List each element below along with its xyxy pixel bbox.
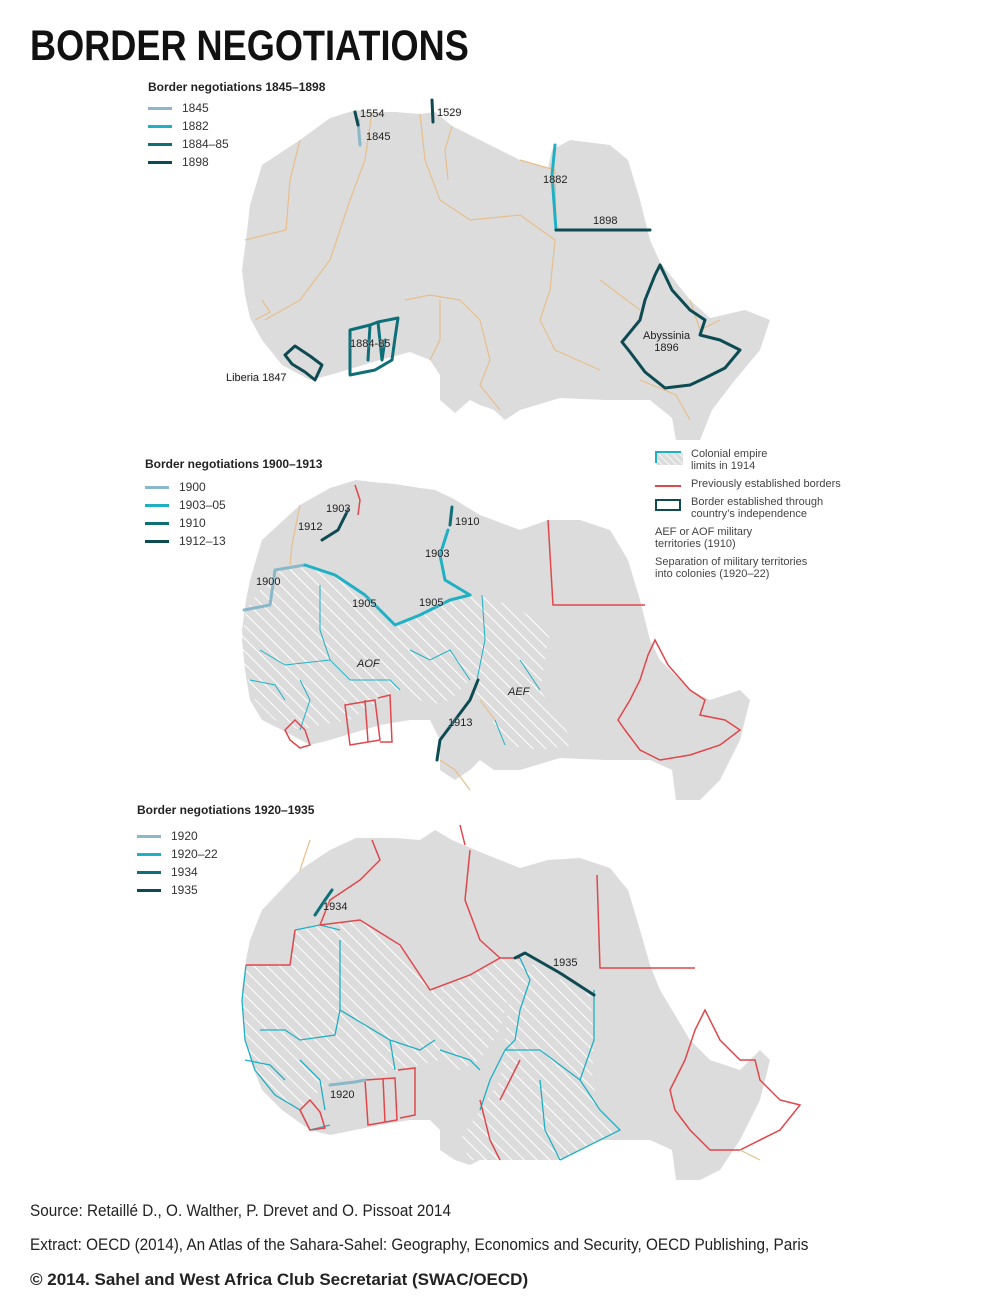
- key-item: Border established through country’s ind…: [655, 496, 895, 520]
- map-1920-1935: [241, 824, 802, 1180]
- border-1882: [550, 143, 558, 232]
- internal-boundaries: [249, 585, 541, 746]
- map-label: 1910: [455, 516, 480, 528]
- border-1935: [513, 951, 596, 997]
- previous-borders: [284, 484, 742, 761]
- border-abyssinia: [620, 263, 742, 390]
- map-label: 1912: [298, 521, 323, 533]
- border-1903: [438, 528, 472, 597]
- aof-territory: [242, 920, 520, 1110]
- aef-territory: [460, 958, 620, 1160]
- legend-item: 1935: [137, 881, 218, 899]
- border-1554: [353, 110, 360, 127]
- map-label: 1905: [352, 598, 377, 610]
- border-1920: [328, 1078, 367, 1087]
- map-label: 1934: [323, 901, 348, 913]
- border-liberia: [283, 344, 324, 382]
- border-1884-85: [348, 316, 400, 377]
- legend-item: 1920–22: [137, 845, 218, 863]
- map-label: 1554: [360, 108, 385, 120]
- map-label: 1913: [448, 717, 473, 729]
- key-item: Separation of military territories into …: [655, 451, 895, 580]
- legend-item: 1912–13: [145, 532, 226, 550]
- legend-item: 1910: [145, 514, 226, 532]
- panel-title: Border negotiations 1845–1898: [148, 80, 326, 94]
- aef-territory: [470, 595, 575, 750]
- border-1903-05: [303, 563, 472, 627]
- map-label: 1903: [425, 548, 450, 560]
- legend-item: 1900: [145, 478, 226, 496]
- map-1845-1898: [242, 98, 770, 440]
- map-label: 1898: [593, 215, 618, 227]
- key-item: Colonial empire limits in 1914: [655, 448, 895, 472]
- map-label: 1900: [256, 576, 281, 588]
- legend: 1920 1920–22 1934 1935: [137, 827, 218, 899]
- legend-item: 1882: [148, 117, 229, 135]
- map-label: 1882: [543, 174, 568, 186]
- panel-1920-1935: Border negotiations 1920–1935 1920 1920–…: [137, 803, 802, 1180]
- border-1900: [242, 563, 307, 612]
- border-1910: [448, 505, 454, 527]
- border-1912: [320, 508, 350, 542]
- map-label: 1920: [330, 1089, 355, 1101]
- map-label: 1884-85: [350, 338, 391, 350]
- internal-boundaries: [241, 924, 622, 1161]
- legend-item: 1903–05: [145, 496, 226, 514]
- legend-item: 1884–85: [148, 135, 229, 153]
- panel-1900-1913: Border negotiations 1900–1913 1900 1903–…: [145, 448, 895, 800]
- map-label: AEF: [508, 686, 530, 698]
- map-title: BORDER NEGOTIATIONS: [30, 22, 469, 70]
- legend-item: 1934: [137, 863, 218, 881]
- map-label: 1845: [366, 131, 391, 143]
- extract-text: Extract: OECD (2014), An Atlas of the Sa…: [30, 1235, 809, 1254]
- aof-territory: [242, 565, 495, 730]
- border-1934: [313, 888, 334, 917]
- panel-title: Border negotiations 1920–1935: [137, 803, 315, 817]
- africa-landmass: [242, 110, 770, 440]
- panel-title: Border negotiations 1900–1913: [145, 457, 323, 471]
- map-label: Liberia 1847: [226, 372, 287, 384]
- colonial-empire-limits: [289, 504, 496, 791]
- border-1913: [435, 678, 480, 762]
- panel-1845-1898: Border negotiations 1845–1898 1845 1882 …: [0, 0, 1000, 440]
- copyright-text: © 2014. Sahel and West Africa Club Secre…: [30, 1270, 529, 1289]
- legend: 1900 1903–05 1910 1912–13: [145, 478, 226, 550]
- map-label: 1935: [553, 957, 578, 969]
- map-label: Abyssinia 1896: [643, 330, 691, 354]
- colonial-empire-limits: [244, 111, 721, 421]
- map-label: 1903: [326, 503, 351, 515]
- map-key: Colonial empire limits in 1914 Previousl…: [655, 448, 895, 586]
- key-item: Previously established borders: [655, 478, 895, 490]
- legend-item: 1898: [148, 153, 229, 171]
- map-label: AOF: [357, 658, 380, 670]
- source-text: Source: Retaillé D., O. Walther, P. Drev…: [30, 1201, 451, 1220]
- colonial-empire-limits: [299, 839, 761, 1161]
- legend-item: 1845: [148, 99, 229, 117]
- previous-borders: [246, 824, 802, 1161]
- map-label: 1529: [437, 107, 462, 119]
- legend: 1845 1882 1884–85 1898: [148, 99, 229, 171]
- legend-item: 1920: [137, 827, 218, 845]
- border-1529: [430, 98, 435, 124]
- map-label: 1905: [419, 597, 444, 609]
- map-1900-1913: [242, 480, 750, 800]
